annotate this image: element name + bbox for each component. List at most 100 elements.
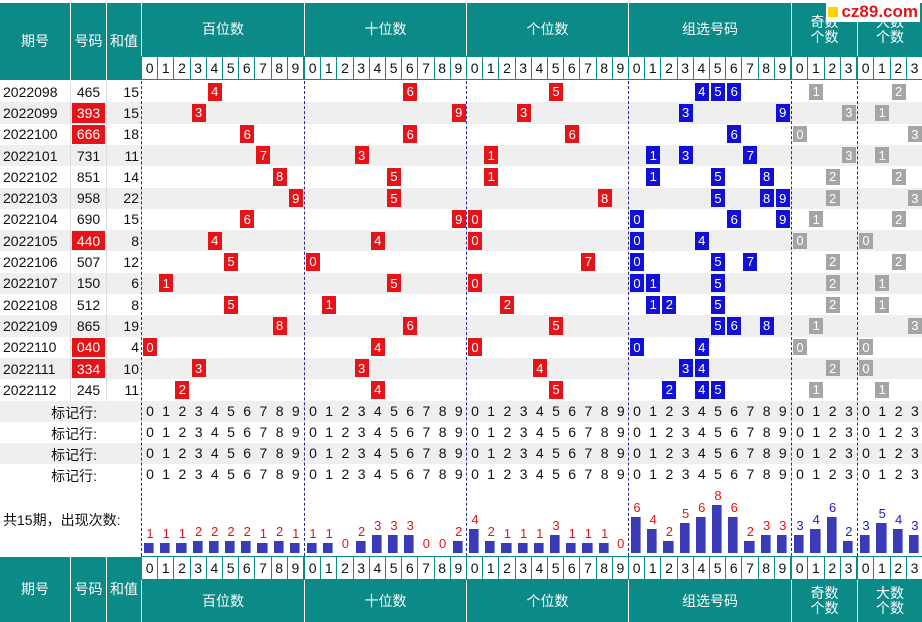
mark-digit-zuxuan[interactable]: 6 [730, 445, 739, 461]
mark-digit-bai[interactable]: 1 [162, 445, 171, 461]
mark-digit-dashu[interactable]: 1 [878, 403, 887, 419]
mark-digit-zuxuan[interactable]: 9 [778, 403, 787, 419]
mark-digit-jishu[interactable]: 1 [812, 424, 821, 440]
mark-digit-zuxuan[interactable]: 0 [633, 445, 641, 461]
mark-digit-ge[interactable]: 5 [552, 445, 560, 461]
mark-digit-bai[interactable]: 5 [227, 445, 235, 461]
mark-digit-bai[interactable]: 2 [178, 403, 187, 419]
mark-digit-bai[interactable]: 9 [291, 445, 300, 461]
mark-digit-shi[interactable]: 2 [341, 403, 350, 419]
mark-digit-shi[interactable]: 4 [373, 403, 382, 419]
mark-digit-dashu[interactable]: 0 [862, 424, 870, 440]
logo-badge[interactable]: cz89.com [826, 2, 920, 22]
mark-digit-shi[interactable]: 7 [422, 466, 431, 482]
mark-digit-ge[interactable]: 8 [600, 403, 609, 419]
mark-digit-shi[interactable]: 7 [422, 403, 431, 419]
mark-digit-bai[interactable]: 5 [227, 403, 235, 419]
mark-digit-shi[interactable]: 9 [454, 424, 463, 440]
mark-digit-ge[interactable]: 9 [616, 466, 625, 482]
mark-digit-zuxuan[interactable]: 1 [649, 445, 658, 461]
mark-digit-ge[interactable]: 7 [584, 445, 593, 461]
mark-digit-bai[interactable]: 0 [146, 445, 154, 461]
mark-digit-dashu[interactable]: 2 [894, 445, 903, 461]
mark-digit-zuxuan[interactable]: 4 [697, 403, 706, 419]
mark-digit-zuxuan[interactable]: 2 [665, 403, 674, 419]
mark-digit-jishu[interactable]: 2 [828, 403, 837, 419]
mark-digit-dashu[interactable]: 0 [862, 445, 870, 461]
mark-digit-bai[interactable]: 6 [243, 466, 252, 482]
mark-digit-ge[interactable]: 6 [568, 466, 577, 482]
mark-digit-zuxuan[interactable]: 0 [633, 424, 641, 440]
mark-digit-jishu[interactable]: 1 [812, 445, 821, 461]
mark-digit-dashu[interactable]: 0 [862, 466, 870, 482]
mark-digit-jishu[interactable]: 1 [812, 466, 821, 482]
mark-digit-ge[interactable]: 3 [519, 466, 528, 482]
mark-digit-bai[interactable]: 4 [210, 403, 219, 419]
mark-digit-bai[interactable]: 8 [275, 466, 284, 482]
mark-digit-ge[interactable]: 7 [584, 466, 593, 482]
mark-digit-dashu[interactable]: 1 [878, 424, 887, 440]
mark-digit-dashu[interactable]: 3 [910, 403, 919, 419]
mark-digit-bai[interactable]: 2 [178, 424, 187, 440]
mark-digit-jishu[interactable]: 1 [812, 403, 821, 419]
mark-digit-ge[interactable]: 1 [487, 424, 496, 440]
mark-digit-bai[interactable]: 6 [243, 445, 252, 461]
mark-digit-bai[interactable]: 9 [291, 466, 300, 482]
mark-digit-zuxuan[interactable]: 8 [762, 403, 771, 419]
mark-digit-zuxuan[interactable]: 9 [778, 466, 787, 482]
mark-digit-ge[interactable]: 3 [519, 445, 528, 461]
mark-digit-zuxuan[interactable]: 8 [762, 424, 771, 440]
mark-digit-ge[interactable]: 2 [503, 403, 512, 419]
mark-digit-jishu[interactable]: 2 [828, 424, 837, 440]
mark-digit-ge[interactable]: 5 [552, 424, 560, 440]
mark-digit-bai[interactable]: 4 [210, 466, 219, 482]
mark-digit-shi[interactable]: 0 [309, 403, 317, 419]
mark-digit-shi[interactable]: 1 [325, 445, 334, 461]
mark-digit-ge[interactable]: 0 [471, 466, 479, 482]
mark-digit-shi[interactable]: 9 [454, 466, 463, 482]
mark-digit-ge[interactable]: 1 [487, 445, 496, 461]
mark-digit-zuxuan[interactable]: 4 [697, 445, 706, 461]
mark-digit-shi[interactable]: 5 [390, 403, 398, 419]
mark-digit-shi[interactable]: 8 [438, 403, 447, 419]
mark-digit-shi[interactable]: 6 [406, 403, 415, 419]
mark-digit-jishu[interactable]: 2 [828, 445, 837, 461]
mark-digit-zuxuan[interactable]: 8 [762, 445, 771, 461]
mark-digit-zuxuan[interactable]: 5 [714, 424, 722, 440]
mark-digit-shi[interactable]: 8 [438, 466, 447, 482]
mark-digit-ge[interactable]: 6 [568, 403, 577, 419]
mark-digit-ge[interactable]: 3 [519, 403, 528, 419]
mark-digit-ge[interactable]: 6 [568, 445, 577, 461]
mark-digit-bai[interactable]: 2 [178, 466, 187, 482]
mark-digit-jishu[interactable]: 0 [796, 466, 804, 482]
mark-digit-ge[interactable]: 0 [471, 424, 479, 440]
mark-digit-shi[interactable]: 0 [309, 424, 317, 440]
mark-digit-bai[interactable]: 7 [259, 466, 268, 482]
mark-digit-shi[interactable]: 1 [325, 403, 334, 419]
mark-digit-bai[interactable]: 3 [194, 466, 203, 482]
mark-digit-shi[interactable]: 3 [357, 445, 366, 461]
mark-digit-zuxuan[interactable]: 8 [762, 466, 771, 482]
mark-digit-zuxuan[interactable]: 3 [681, 403, 690, 419]
mark-digit-ge[interactable]: 4 [535, 424, 544, 440]
mark-digit-bai[interactable]: 6 [243, 424, 252, 440]
mark-digit-zuxuan[interactable]: 7 [746, 403, 755, 419]
mark-digit-shi[interactable]: 2 [341, 424, 350, 440]
mark-digit-bai[interactable]: 5 [227, 466, 235, 482]
mark-digit-bai[interactable]: 7 [259, 403, 268, 419]
mark-digit-shi[interactable]: 5 [390, 445, 398, 461]
mark-digit-bai[interactable]: 3 [194, 403, 203, 419]
mark-digit-shi[interactable]: 7 [422, 445, 431, 461]
mark-digit-bai[interactable]: 6 [243, 403, 252, 419]
mark-digit-zuxuan[interactable]: 3 [681, 424, 690, 440]
mark-digit-jishu[interactable]: 3 [844, 445, 853, 461]
mark-digit-ge[interactable]: 8 [600, 466, 609, 482]
mark-digit-jishu[interactable]: 3 [844, 403, 853, 419]
mark-digit-zuxuan[interactable]: 4 [697, 424, 706, 440]
mark-digit-shi[interactable]: 2 [341, 466, 350, 482]
mark-digit-ge[interactable]: 9 [616, 445, 625, 461]
mark-digit-ge[interactable]: 4 [535, 445, 544, 461]
mark-digit-zuxuan[interactable]: 4 [697, 466, 706, 482]
mark-digit-bai[interactable]: 4 [210, 424, 219, 440]
mark-digit-zuxuan[interactable]: 6 [730, 403, 739, 419]
